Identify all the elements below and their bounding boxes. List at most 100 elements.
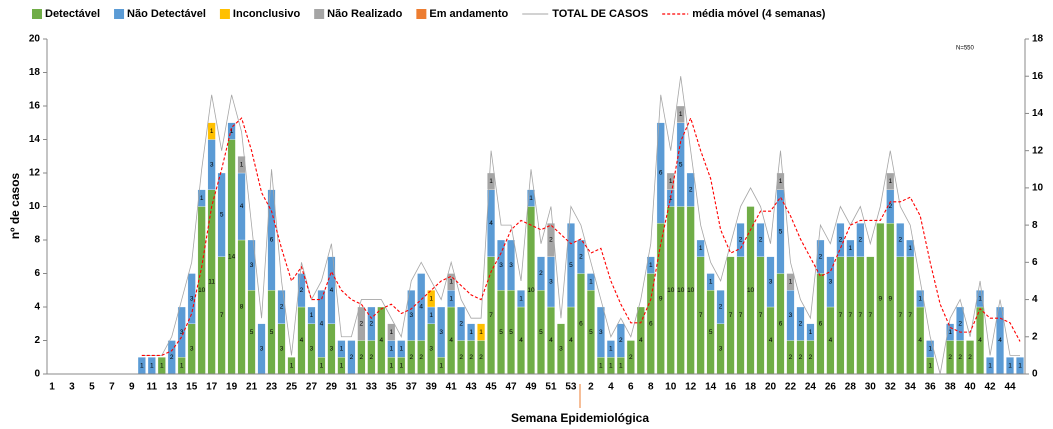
segment-label: 1 xyxy=(389,346,393,353)
x-tick-label: 37 xyxy=(406,382,418,393)
segment-label: 1 xyxy=(180,362,184,369)
segment-label: 4 xyxy=(978,337,982,344)
segment-label: 7 xyxy=(739,312,743,319)
bar-segment xyxy=(267,189,276,291)
segment-label: 2 xyxy=(619,337,623,344)
y2-tick-label: 2 xyxy=(1032,331,1038,342)
legend-swatch xyxy=(114,9,125,19)
segment-label: 4 xyxy=(419,304,423,311)
segment-label: 4 xyxy=(240,203,244,210)
segment-label: 5 xyxy=(509,329,513,336)
segment-label: 14 xyxy=(228,253,236,260)
x-tick-label: 44 xyxy=(1004,382,1016,393)
legend-swatch xyxy=(32,9,42,19)
x-tick-label: 32 xyxy=(885,382,897,393)
segment-label: 4 xyxy=(569,337,573,344)
y-tick-label: 4 xyxy=(34,302,40,313)
bar-segment xyxy=(187,273,196,324)
x-tick-label: 38 xyxy=(945,382,957,393)
segment-label: 3 xyxy=(789,312,793,319)
segment-label: 1 xyxy=(290,362,294,369)
segment-label: 5 xyxy=(569,262,573,269)
x-tick-label: 14 xyxy=(705,382,717,393)
segment-label: 4 xyxy=(998,337,1002,344)
segment-label: 1 xyxy=(908,245,912,252)
segment-label: 1 xyxy=(609,362,613,369)
segment-label: 1 xyxy=(948,329,952,336)
segment-label: 2 xyxy=(459,354,463,361)
segment-label: 11 xyxy=(208,279,215,286)
segment-label: 3 xyxy=(210,161,214,168)
segment-label: 1 xyxy=(1018,362,1022,369)
x-tick-label: 47 xyxy=(505,382,517,393)
segment-label: 2 xyxy=(469,354,473,361)
segment-label: 1 xyxy=(310,312,314,319)
segment-label: 2 xyxy=(300,287,304,294)
bar-segment xyxy=(976,290,985,308)
x-tick-label: 4 xyxy=(608,382,614,393)
segment-label: 1 xyxy=(340,362,344,369)
bar-segment xyxy=(507,239,515,291)
bar-segment xyxy=(566,223,575,308)
legend-label: Inconclusivo xyxy=(233,8,301,20)
x-tick-label: 21 xyxy=(246,382,258,393)
segment-label: 2 xyxy=(789,354,793,361)
y-tick-label: 16 xyxy=(29,101,41,112)
segment-label: 5 xyxy=(589,329,593,336)
y2-tick-label: 4 xyxy=(1032,294,1038,305)
segment-label: 1 xyxy=(849,245,853,252)
legend-swatch xyxy=(219,9,230,19)
segment-label: 3 xyxy=(439,329,443,336)
x-tick-label: 34 xyxy=(905,382,917,393)
segment-label: 7 xyxy=(729,312,733,319)
segment-label: 7 xyxy=(220,312,224,319)
x-tick-label: 16 xyxy=(725,382,737,393)
y-tick-label: 6 xyxy=(34,268,40,279)
segment-label: 1 xyxy=(439,362,443,369)
segment-label: 1 xyxy=(589,279,593,286)
segment-label: 3 xyxy=(429,346,433,353)
segment-label: 6 xyxy=(649,320,653,327)
y-tick-label: 20 xyxy=(29,34,41,45)
segment-label: 1 xyxy=(399,362,403,369)
x-tick-label: 25 xyxy=(286,382,298,393)
segment-label: 1 xyxy=(779,178,783,185)
segment-label: 1 xyxy=(389,329,393,336)
y2-tick-label: 16 xyxy=(1032,71,1044,82)
segment-label: 2 xyxy=(350,354,354,361)
segment-label: 6 xyxy=(779,320,783,327)
segment-label: 1 xyxy=(599,362,603,369)
segment-label: 3 xyxy=(559,346,563,353)
bar-segment xyxy=(916,290,925,308)
segment-label: 3 xyxy=(409,312,413,319)
segment-label: 1 xyxy=(809,329,813,336)
bar-segment xyxy=(676,105,685,123)
x-tick-label: 29 xyxy=(326,382,338,393)
segment-label: 2 xyxy=(819,253,823,260)
bar-segment xyxy=(666,172,675,190)
segment-label: 5 xyxy=(220,212,224,219)
segment-label: 1 xyxy=(928,346,932,353)
y-axis-label: nº de casos xyxy=(8,172,22,239)
segment-label: 10 xyxy=(677,287,685,294)
y-tick-label: 12 xyxy=(29,168,41,179)
legend-label: Detectável xyxy=(45,8,100,20)
bar-segment xyxy=(606,340,615,358)
x-tick-label: 26 xyxy=(825,382,837,393)
segment-label: 2 xyxy=(360,320,364,327)
x-tick-label: 17 xyxy=(206,382,218,393)
segment-label: 9 xyxy=(888,295,892,302)
segment-label: 1 xyxy=(649,262,653,269)
segment-label: 4 xyxy=(449,337,453,344)
segment-label: 1 xyxy=(340,346,344,353)
bar-segment xyxy=(786,273,795,291)
x-tick-label: 9 xyxy=(129,382,135,393)
segment-label: 3 xyxy=(599,329,603,336)
bar-segment xyxy=(896,223,905,257)
line-series xyxy=(141,116,1021,356)
y2-tick-label: 14 xyxy=(1032,108,1044,119)
x-tick-label: 3 xyxy=(69,382,75,393)
bar-segment xyxy=(776,172,785,190)
segment-label: 2 xyxy=(759,237,763,244)
bar-segment xyxy=(736,223,745,257)
